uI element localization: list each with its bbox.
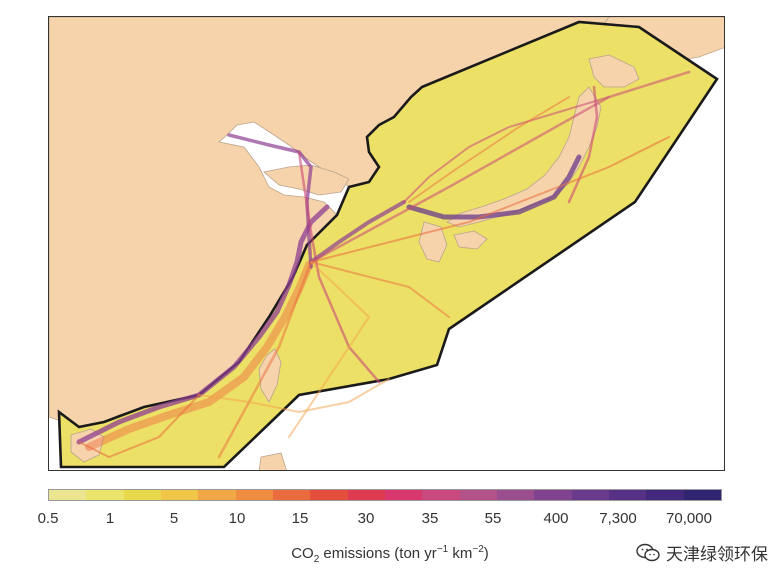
route-south-2 bbox=[217, 260, 313, 459]
colorbar-swatch bbox=[646, 490, 684, 500]
colorbar-swatch bbox=[683, 490, 721, 500]
colorbar-tick-label: 70,000 bbox=[666, 510, 712, 527]
emissions-colorbar bbox=[48, 489, 722, 501]
colorbar-swatch bbox=[198, 490, 236, 500]
colorbar-tick-label: 7,300 bbox=[599, 510, 637, 527]
colorbar-swatch bbox=[347, 490, 385, 500]
route-south-1 bbox=[310, 261, 450, 318]
colorbar-ticks: 0.5 1 5 10 15 30 35 55 400 7,300 70,000 bbox=[0, 510, 780, 530]
colorbar-tick-label: 15 bbox=[291, 510, 309, 527]
colorbar-tick-label: 10 bbox=[228, 510, 246, 527]
colorbar-swatch bbox=[123, 490, 161, 500]
colorbar-swatch bbox=[49, 490, 87, 500]
route-china-coast bbox=[76, 204, 330, 445]
colorbar-swatch bbox=[160, 490, 199, 500]
route-china-coast-outer bbox=[85, 261, 313, 451]
colorbar-swatch bbox=[534, 490, 572, 500]
colorbar-tick-label: 30 bbox=[357, 510, 375, 527]
colorbar-tick-label: 35 bbox=[421, 510, 439, 527]
shipping-routes bbox=[76, 70, 691, 459]
colorbar-swatch bbox=[86, 490, 124, 500]
route-pacific-1 bbox=[309, 70, 691, 264]
watermark: 天津绿领环保 bbox=[636, 540, 768, 565]
colorbar-swatch bbox=[310, 490, 348, 500]
route-bohai bbox=[227, 133, 313, 269]
route-korea-shanghai bbox=[309, 200, 406, 264]
route-taiwan-strait bbox=[198, 378, 390, 414]
colorbar-tick-label: 0.5 bbox=[37, 510, 59, 527]
colorbar-swatch bbox=[571, 490, 609, 500]
colorbar-tick-label: 55 bbox=[484, 510, 502, 527]
route-yellow-sea bbox=[297, 150, 381, 384]
colorbar-swatch bbox=[422, 490, 460, 500]
land-honshu bbox=[446, 86, 602, 228]
land-luzon bbox=[258, 452, 287, 470]
watermark-text: 天津绿领环保 bbox=[666, 545, 768, 564]
emissions-map bbox=[48, 16, 725, 471]
colorbar-swatch bbox=[272, 490, 311, 500]
route-south-3 bbox=[288, 261, 371, 438]
route-pacific-2 bbox=[310, 136, 670, 263]
route-korea-japan-sea bbox=[408, 96, 570, 203]
wechat-icon bbox=[636, 543, 660, 561]
route-korea-north bbox=[403, 96, 610, 203]
land-shikoku bbox=[453, 230, 488, 250]
colorbar-tick-label: 400 bbox=[543, 510, 569, 527]
route-hainan bbox=[78, 394, 200, 459]
land-hokkaido bbox=[588, 54, 640, 88]
colorbar-swatch bbox=[235, 490, 273, 500]
colorbar-tick-label: 1 bbox=[105, 510, 115, 527]
colorbar-swatch bbox=[496, 490, 535, 500]
colorbar-axis-label: CO2 emissions (ton yr−1 km−2) bbox=[291, 544, 489, 565]
colorbar-swatch bbox=[384, 490, 423, 500]
colorbar-swatch bbox=[608, 490, 647, 500]
map-canvas bbox=[49, 17, 724, 470]
route-japan-coast bbox=[406, 154, 582, 220]
colorbar-swatch bbox=[459, 490, 497, 500]
colorbar-tick-label: 5 bbox=[169, 510, 179, 527]
